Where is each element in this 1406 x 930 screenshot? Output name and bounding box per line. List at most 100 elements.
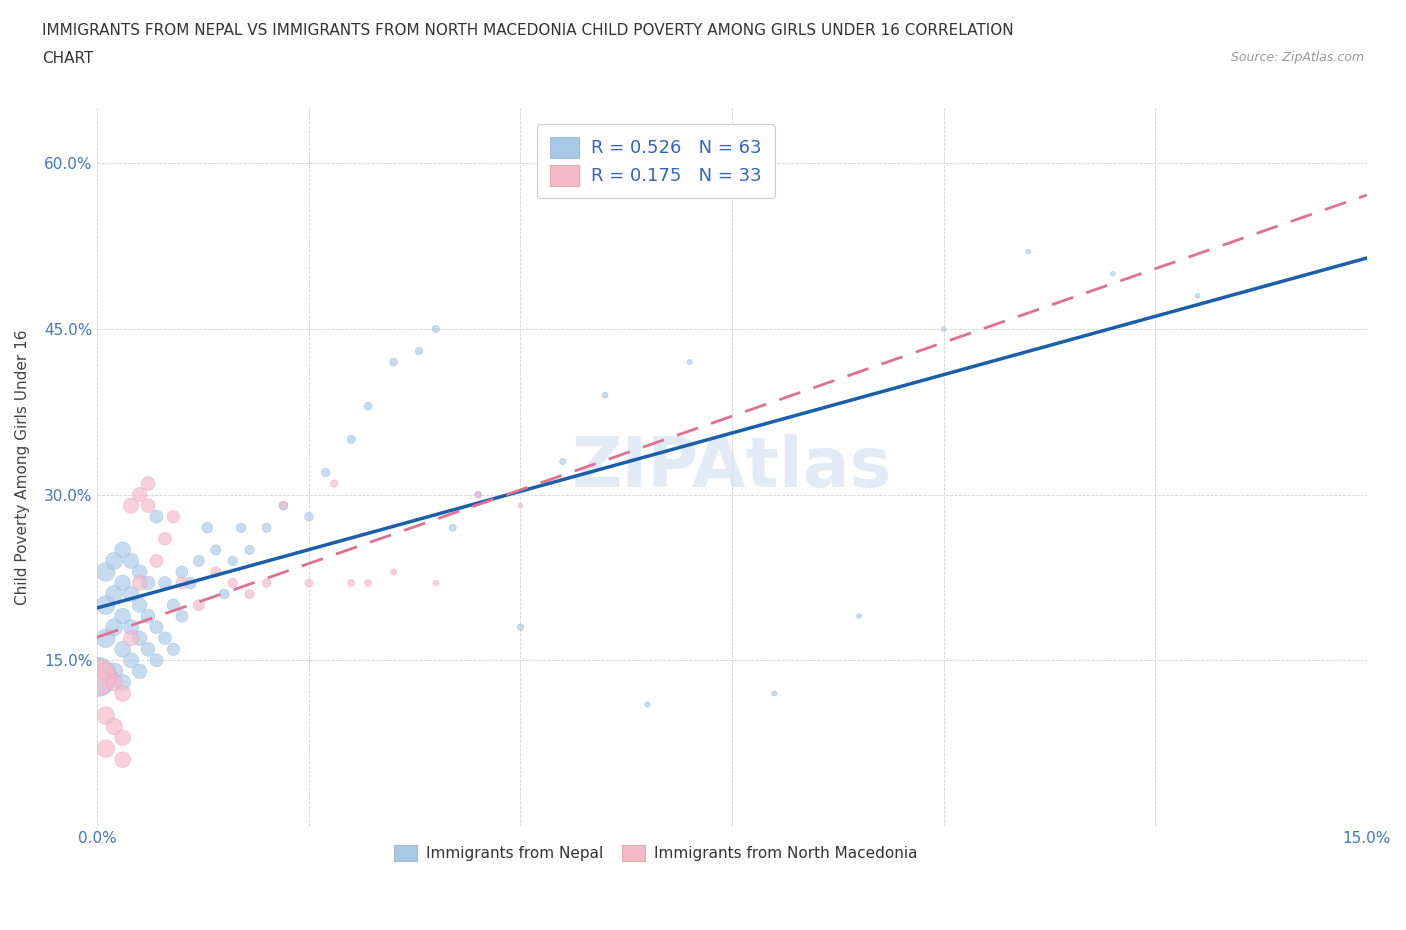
Point — [467, 487, 489, 502]
Legend: Immigrants from Nepal, Immigrants from North Macedonia: Immigrants from Nepal, Immigrants from N… — [387, 837, 925, 869]
Point — [128, 576, 150, 591]
Point — [145, 653, 167, 668]
Point — [187, 598, 209, 613]
Point — [111, 675, 134, 690]
Point — [221, 553, 243, 568]
Point — [509, 498, 531, 513]
Point — [128, 487, 150, 502]
Point — [94, 631, 117, 645]
Point — [136, 476, 159, 491]
Point — [120, 553, 142, 568]
Point — [231, 520, 253, 535]
Point — [111, 542, 134, 557]
Point — [179, 576, 201, 591]
Text: CHART: CHART — [42, 51, 94, 66]
Point — [636, 698, 658, 712]
Point — [425, 322, 447, 337]
Point — [357, 399, 380, 414]
Point — [763, 686, 786, 701]
Point — [298, 576, 321, 591]
Point — [170, 565, 193, 579]
Point — [136, 609, 159, 624]
Point — [162, 598, 184, 613]
Point — [408, 343, 430, 358]
Text: ZIPAtlas: ZIPAtlas — [572, 433, 891, 500]
Point — [94, 565, 117, 579]
Point — [94, 741, 117, 756]
Point — [120, 498, 142, 513]
Point — [153, 576, 176, 591]
Point — [86, 670, 108, 684]
Point — [195, 520, 218, 535]
Point — [128, 598, 150, 613]
Point — [162, 642, 184, 657]
Point — [256, 576, 278, 591]
Point — [273, 498, 295, 513]
Point — [425, 576, 447, 591]
Point — [1102, 266, 1125, 281]
Point — [128, 565, 150, 579]
Point — [848, 609, 870, 624]
Point — [467, 487, 489, 502]
Point — [111, 730, 134, 745]
Point — [103, 664, 125, 679]
Point — [145, 553, 167, 568]
Point — [136, 576, 159, 591]
Point — [932, 322, 955, 337]
Point — [103, 719, 125, 734]
Point — [221, 576, 243, 591]
Point — [239, 542, 262, 557]
Point — [187, 553, 209, 568]
Point — [298, 510, 321, 525]
Point — [120, 619, 142, 634]
Point — [340, 432, 363, 446]
Point — [162, 510, 184, 525]
Point — [204, 565, 226, 579]
Point — [551, 454, 574, 469]
Point — [136, 498, 159, 513]
Point — [111, 609, 134, 624]
Point — [120, 631, 142, 645]
Point — [593, 388, 616, 403]
Point — [153, 531, 176, 546]
Point — [340, 576, 363, 591]
Point — [1187, 288, 1209, 303]
Point — [111, 752, 134, 767]
Point — [128, 631, 150, 645]
Point — [204, 542, 226, 557]
Point — [441, 520, 464, 535]
Y-axis label: Child Poverty Among Girls Under 16: Child Poverty Among Girls Under 16 — [15, 329, 30, 604]
Text: IMMIGRANTS FROM NEPAL VS IMMIGRANTS FROM NORTH MACEDONIA CHILD POVERTY AMONG GIR: IMMIGRANTS FROM NEPAL VS IMMIGRANTS FROM… — [42, 23, 1014, 38]
Point — [94, 708, 117, 723]
Point — [357, 576, 380, 591]
Point — [679, 354, 702, 369]
Point — [111, 576, 134, 591]
Point — [239, 587, 262, 602]
Point — [103, 619, 125, 634]
Point — [128, 664, 150, 679]
Point — [170, 609, 193, 624]
Text: Source: ZipAtlas.com: Source: ZipAtlas.com — [1230, 51, 1364, 64]
Point — [111, 642, 134, 657]
Point — [103, 675, 125, 690]
Point — [509, 619, 531, 634]
Point — [273, 498, 295, 513]
Point — [94, 664, 117, 679]
Point — [323, 476, 346, 491]
Point — [382, 354, 405, 369]
Point — [103, 587, 125, 602]
Point — [315, 465, 337, 480]
Point — [145, 510, 167, 525]
Point — [94, 598, 117, 613]
Point — [103, 553, 125, 568]
Point — [153, 631, 176, 645]
Point — [256, 520, 278, 535]
Point — [145, 619, 167, 634]
Point — [170, 576, 193, 591]
Point — [212, 587, 235, 602]
Point — [1017, 245, 1039, 259]
Point — [136, 642, 159, 657]
Point — [382, 565, 405, 579]
Point — [120, 587, 142, 602]
Point — [86, 670, 108, 684]
